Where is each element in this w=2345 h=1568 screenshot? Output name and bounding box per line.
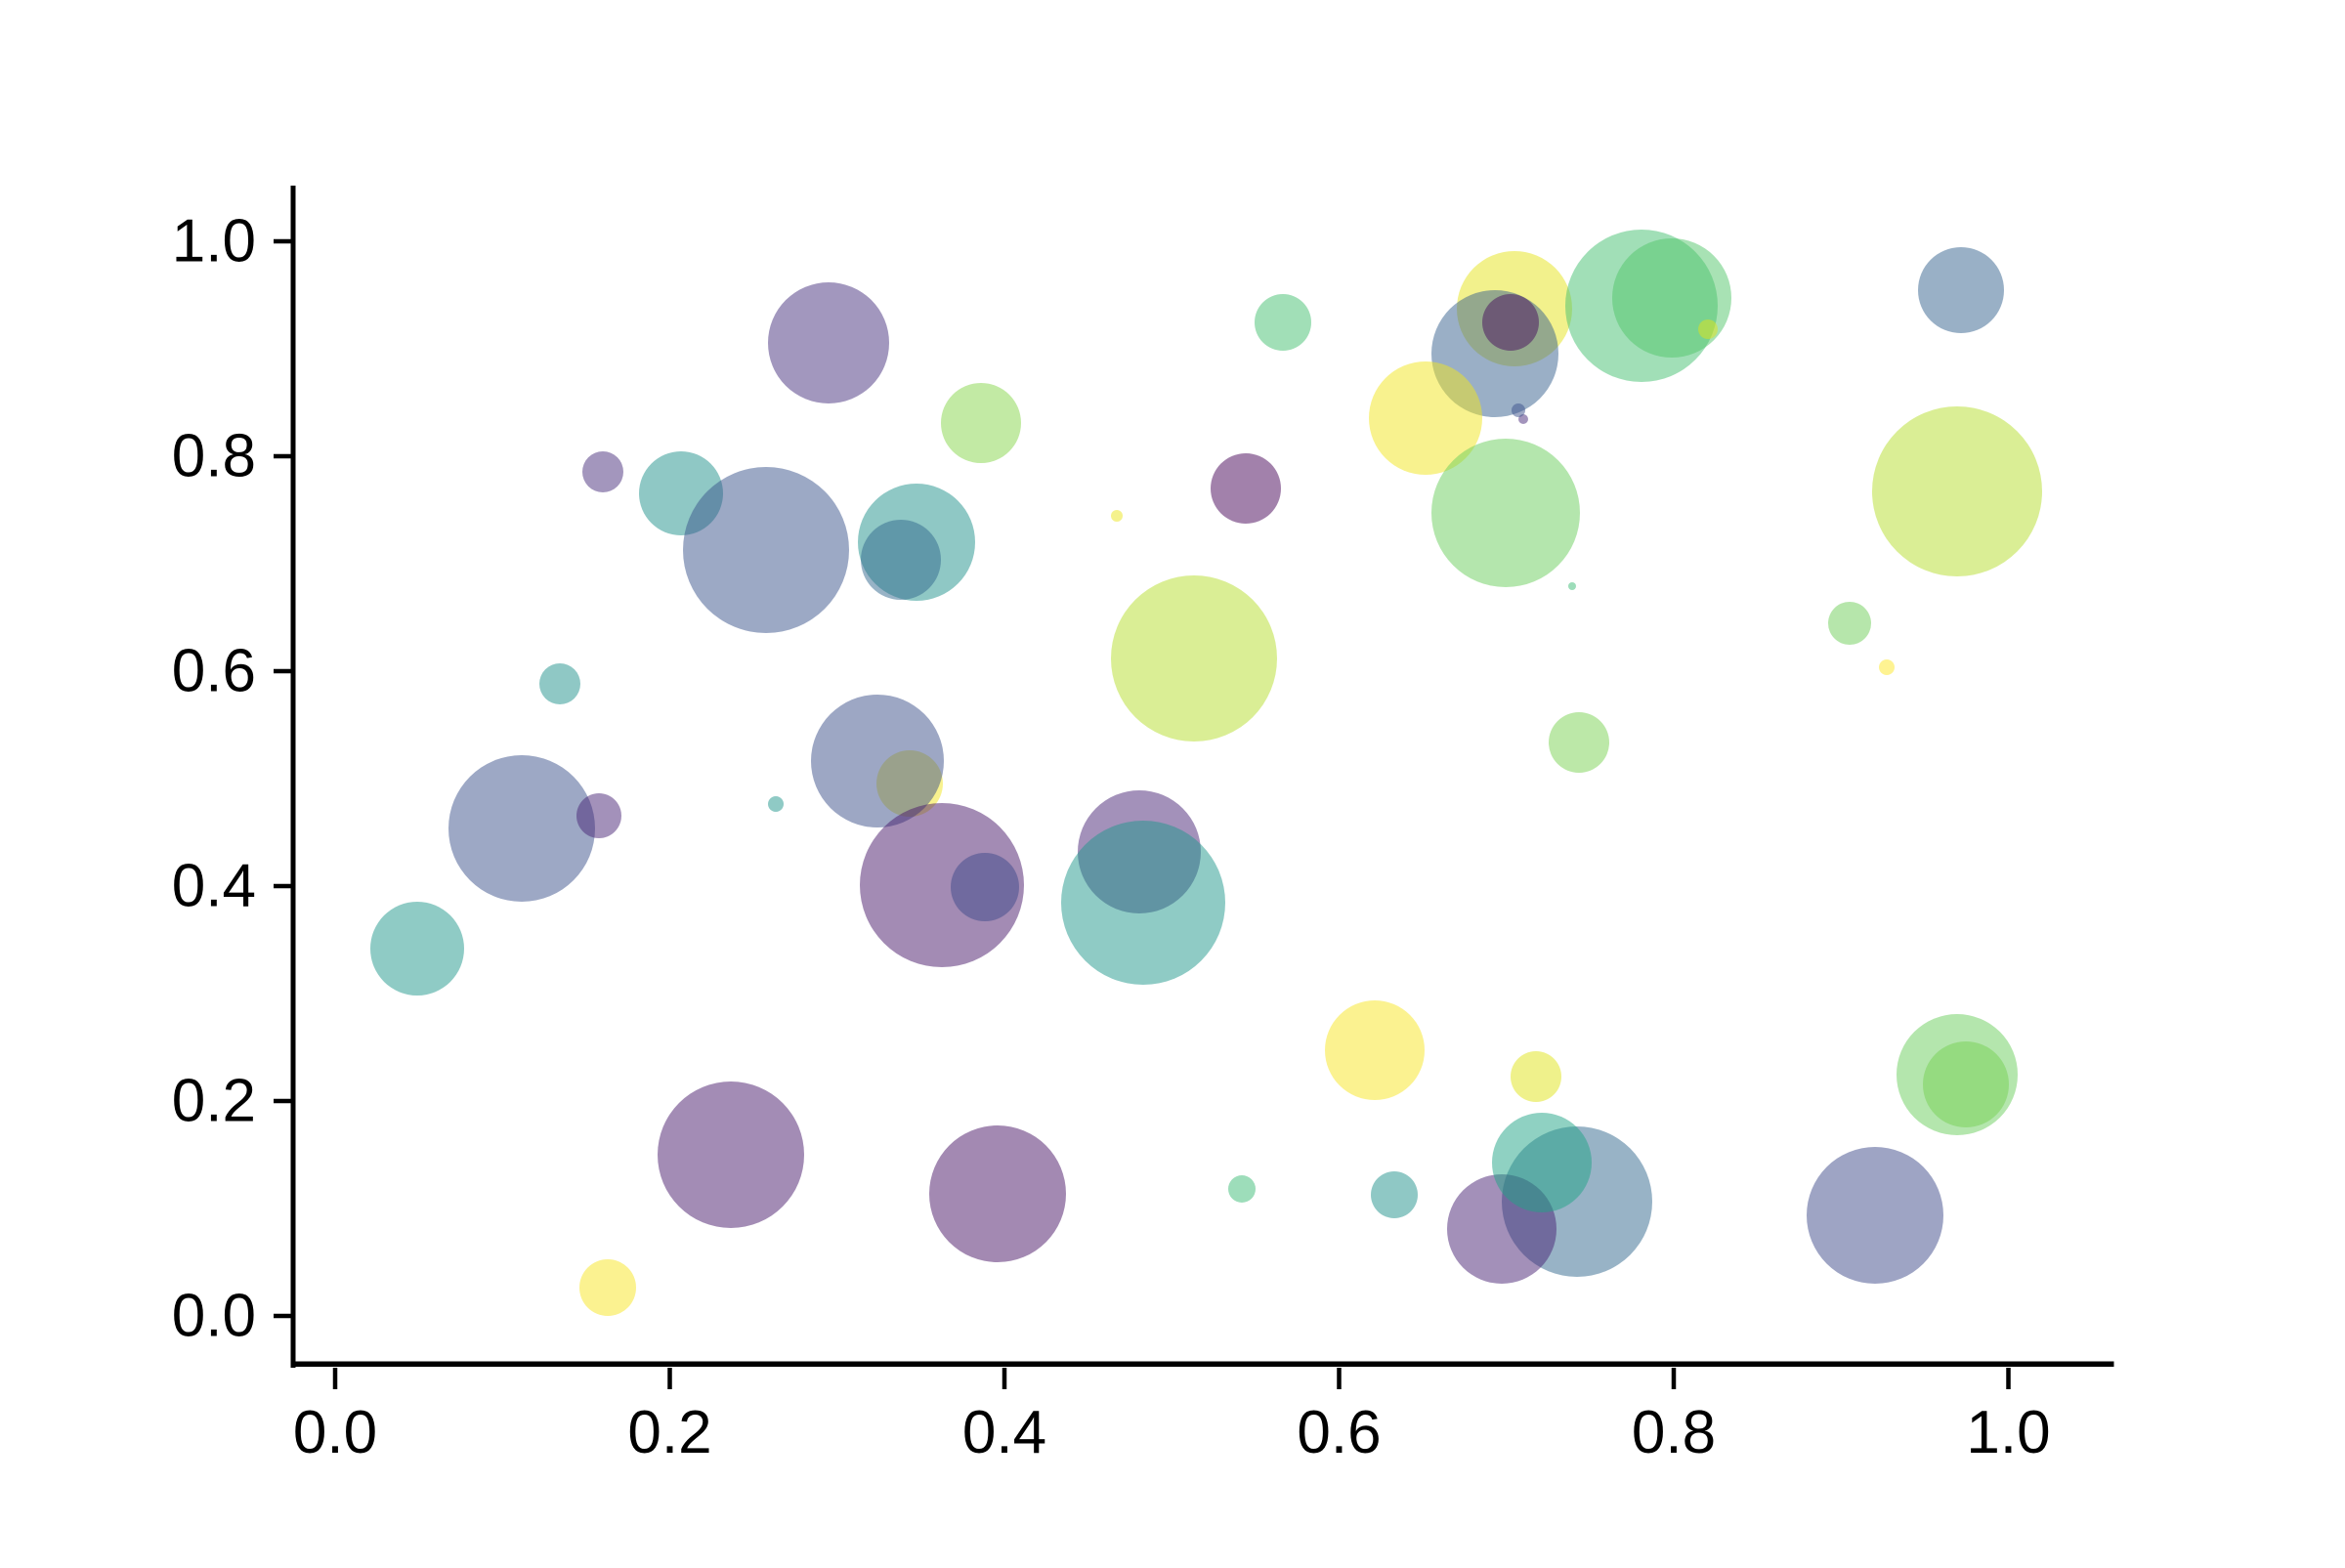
svg-text:0.0: 0.0 xyxy=(172,1283,256,1350)
svg-text:0.2: 0.2 xyxy=(627,1399,711,1466)
svg-text:0.0: 0.0 xyxy=(293,1399,377,1466)
svg-text:0.4: 0.4 xyxy=(172,853,256,920)
svg-text:0.4: 0.4 xyxy=(962,1399,1046,1466)
svg-text:0.2: 0.2 xyxy=(172,1068,256,1135)
svg-text:0.8: 0.8 xyxy=(1632,1399,1716,1466)
svg-text:0.6: 0.6 xyxy=(1297,1399,1381,1466)
svg-text:1.0: 1.0 xyxy=(1966,1399,2050,1466)
svg-text:0.8: 0.8 xyxy=(172,423,256,490)
svg-text:1.0: 1.0 xyxy=(172,208,256,275)
svg-text:0.6: 0.6 xyxy=(172,638,256,705)
